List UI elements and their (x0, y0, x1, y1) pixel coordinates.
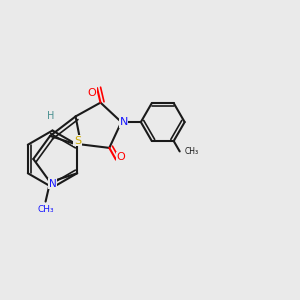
Text: H: H (47, 111, 55, 121)
Text: O: O (87, 88, 96, 98)
Text: CH₃: CH₃ (185, 147, 199, 156)
Text: O: O (116, 152, 125, 162)
Text: N: N (49, 178, 56, 189)
Text: N: N (120, 117, 128, 127)
Text: CH₃: CH₃ (37, 205, 54, 214)
Text: S: S (74, 136, 81, 146)
